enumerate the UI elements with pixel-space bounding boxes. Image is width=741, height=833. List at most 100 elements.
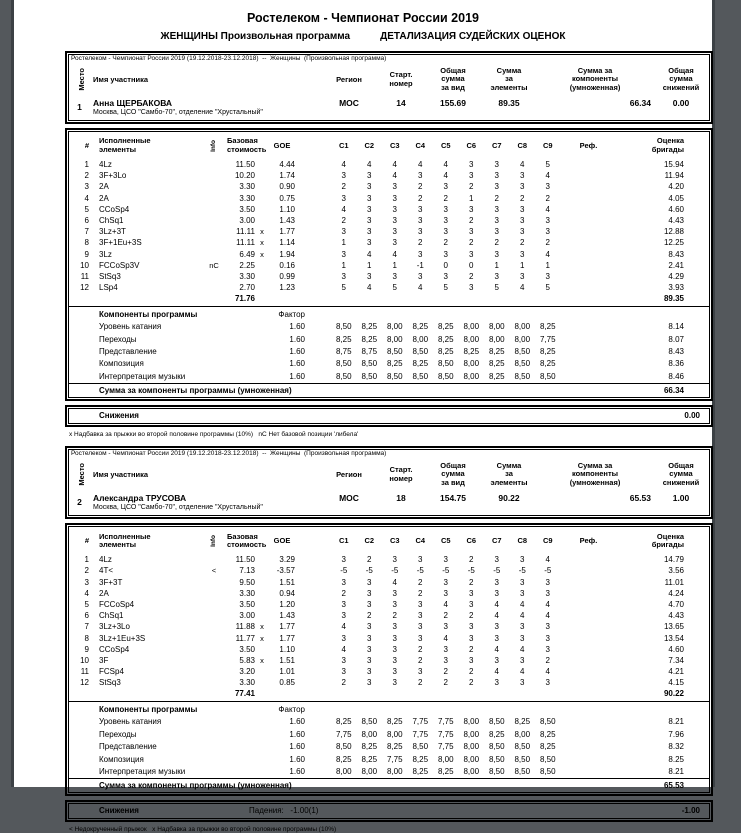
component-name: Композиция — [99, 359, 144, 369]
judge-score: 7,75 — [437, 742, 454, 752]
judge-score: 2 — [545, 193, 550, 203]
divider — [69, 306, 709, 308]
judge-score: 8,25 — [386, 717, 403, 727]
component-panel-score: 8.07 — [668, 334, 684, 344]
element-base-value: 3.00 — [239, 215, 255, 225]
deductions-box: Снижения 0.00 — [65, 405, 713, 428]
judge-score: 3 — [443, 271, 448, 281]
judge-score: 3 — [520, 577, 525, 587]
element-name: 2A — [99, 182, 109, 192]
judge-score: 3 — [520, 588, 525, 598]
judge-score: 3 — [443, 204, 448, 214]
judge-score: 8,50 — [386, 347, 403, 357]
judge-score: 3 — [367, 599, 372, 609]
element-bonus-mark: x — [260, 238, 264, 248]
judge-score: 3 — [494, 555, 499, 565]
skater-name: Анна ЩЕРБАКОВА — [93, 98, 173, 108]
judge-score: 2 — [418, 238, 423, 248]
element-panel-score: 3.56 — [668, 566, 684, 576]
judge-score: 3 — [469, 599, 474, 609]
element-base-value: 7.13 — [239, 566, 255, 576]
judge-score: 3 — [469, 588, 474, 598]
element-info — [201, 588, 227, 599]
judge-score: 3 — [520, 171, 525, 181]
judge-score: 8,50 — [539, 767, 556, 777]
element-panel-score: 13.65 — [663, 622, 684, 632]
component-row: Интерпретация музыки 1.60 8,50 8,50 8,50… — [69, 371, 709, 383]
judge-score: 8,00 — [514, 729, 531, 739]
component-name: Уровень катания — [99, 717, 162, 727]
element-info — [201, 181, 227, 192]
component-factor: 1.60 — [289, 334, 305, 344]
element-info — [201, 621, 227, 632]
element-panel-score: 4.29 — [668, 271, 684, 281]
judge-score: 3 — [367, 238, 372, 248]
element-num: 11 — [80, 271, 89, 281]
components-sum-row: Сумма за компоненты программы (умноженна… — [69, 778, 709, 792]
judge-score: 8,25 — [437, 334, 454, 344]
judge-score: 3 — [392, 644, 397, 654]
judge-score: 7,75 — [539, 334, 556, 344]
judge-score: 4 — [392, 160, 397, 169]
judge-score: 4 — [545, 555, 550, 565]
judge-score: 8,50 — [514, 347, 531, 357]
col-judge-6: C6 — [466, 535, 477, 545]
element-info — [201, 159, 227, 170]
element-base-value: 3.50 — [239, 599, 255, 609]
element-ref — [561, 577, 617, 588]
col-total-score: Общая сумма за вид — [440, 65, 466, 92]
element-ref — [561, 644, 617, 655]
judge-score: 8,25 — [488, 347, 505, 357]
judge-score: 2 — [469, 555, 474, 565]
element-info — [201, 633, 227, 644]
judge-score: 4 — [520, 611, 525, 621]
element-panel-score: 15.94 — [663, 160, 684, 169]
divider — [69, 701, 709, 703]
component-row: Композиция 1.60 8,50 8,50 8,25 8,25 8,50… — [69, 358, 709, 370]
element-num: 11 — [80, 667, 89, 677]
col-judge-8: C8 — [517, 535, 528, 545]
judge-score: 1 — [341, 238, 346, 248]
judge-score: 3 — [469, 160, 474, 169]
component-name: Переходы — [99, 729, 137, 739]
judge-score: 2 — [469, 271, 474, 281]
element-panel-score: 4.15 — [668, 678, 684, 688]
judge-score: 4 — [367, 249, 372, 259]
judge-score: 2 — [469, 215, 474, 225]
element-panel-score: 4.05 — [668, 193, 684, 203]
element-ref — [561, 193, 617, 204]
element-num: 3 — [84, 577, 89, 587]
judge-score: 8,25 — [539, 729, 556, 739]
element-panel-score: 4.43 — [668, 611, 684, 621]
judge-score: 4 — [545, 611, 550, 621]
component-name: Представление — [99, 347, 157, 357]
element-name: 4Lz — [99, 555, 112, 565]
judge-score: 3 — [494, 577, 499, 587]
col-judge-7: C7 — [491, 140, 502, 150]
component-name: Переходы — [99, 334, 137, 344]
col-judge-8: C8 — [517, 140, 528, 150]
component-factor: 1.60 — [289, 717, 305, 727]
element-name: 2A — [99, 588, 109, 598]
component-panel-score: 7.96 — [668, 729, 684, 739]
col-deductions: Общая сумма снижений — [662, 460, 700, 488]
judge-score: 2 — [443, 667, 448, 677]
judge-score: 3 — [494, 204, 499, 214]
judge-score: 2 — [494, 238, 499, 248]
judge-score: 3 — [494, 271, 499, 281]
factor-label: Фактор — [278, 705, 305, 715]
judge-score: 3 — [367, 633, 372, 643]
element-ref — [561, 621, 617, 632]
judge-score: 2 — [520, 238, 525, 248]
element-goe: 1.77 — [279, 227, 295, 237]
element-panel-score: 8.43 — [668, 249, 684, 259]
deductions-value: 0.00 — [684, 411, 700, 421]
element-ref — [561, 655, 617, 666]
element-bonus-mark — [255, 215, 269, 226]
element-goe: 1.20 — [279, 599, 295, 609]
judge-score: 3 — [520, 678, 525, 688]
element-name: 3F+3T — [99, 577, 123, 587]
judge-score: 8,50 — [539, 717, 556, 727]
judge-score: 3 — [545, 644, 550, 654]
element-panel-score: 11.94 — [664, 171, 684, 181]
